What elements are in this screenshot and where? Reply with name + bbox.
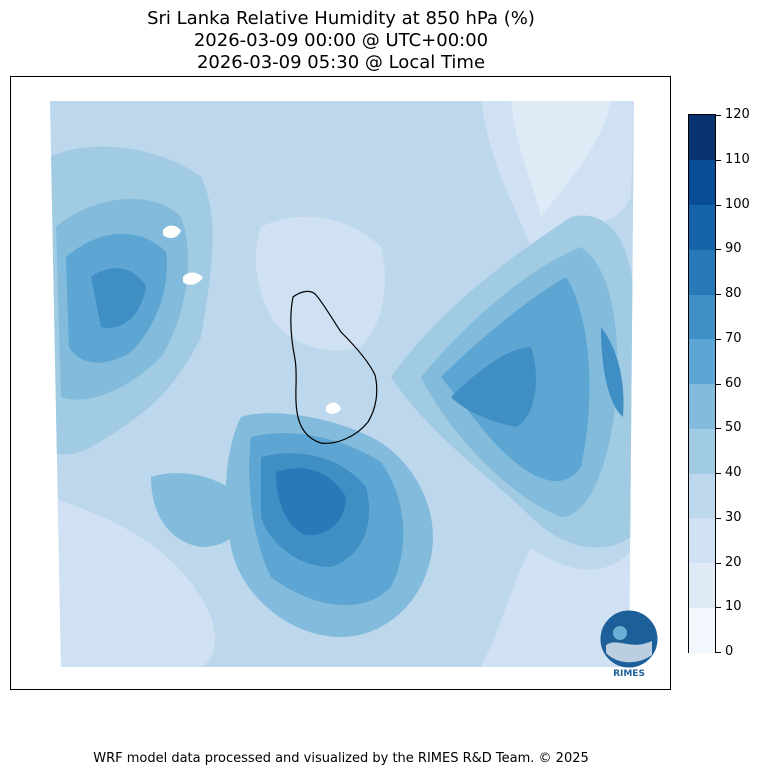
colorbar-tick-label: 30 — [725, 509, 742, 525]
sri-lanka-coastline — [290, 290, 378, 444]
colorbar-tick-label: 40 — [725, 465, 742, 480]
colorbar — [688, 114, 716, 653]
colorbar-segment — [689, 562, 715, 608]
colorbar-segment — [689, 115, 715, 161]
colorbar-tick — [716, 115, 721, 116]
colorbar-tick-label: 50 — [725, 420, 742, 436]
humidity-field — [50, 101, 634, 667]
colorbar-tick-label: 110 — [725, 151, 750, 167]
colorbar-tick-label: 90 — [725, 241, 742, 257]
colorbar-tick — [716, 517, 721, 519]
colorbar-segment — [689, 428, 715, 474]
colorbar-segment — [689, 249, 715, 295]
colorbar-tick-label: 0 — [725, 644, 734, 659]
logo-text: RIMES — [613, 669, 645, 679]
colorbar-tick — [716, 159, 721, 161]
colorbar-tick — [716, 294, 721, 295]
colorbar-tick — [716, 652, 721, 653]
colorbar-tick-label: 10 — [725, 599, 742, 615]
colorbar-segment — [689, 204, 715, 250]
colorbar-tick — [716, 383, 721, 385]
map-panel: RIMES — [10, 76, 671, 690]
colorbar-tick-label: 120 — [725, 107, 750, 122]
colorbar-tick — [716, 204, 721, 206]
footer-credit: WRF model data processed and visualized … — [93, 751, 589, 766]
colorbar-tick — [716, 249, 721, 251]
colorbar-segment — [689, 294, 715, 340]
local-time: 2026-03-09 05:30 @ Local Time — [196, 52, 486, 73]
rimes-logo: RIMES — [598, 609, 660, 679]
colorbar-segment — [689, 338, 715, 384]
colorbar-segment — [689, 159, 715, 205]
colorbar-tick — [716, 607, 721, 609]
colorbar-tick — [716, 562, 721, 564]
colorbar-tick-label: 60 — [725, 375, 742, 391]
colorbar-segment — [689, 473, 715, 519]
colorbar-tick-label: 20 — [725, 554, 742, 570]
colorbar-tick-label: 80 — [725, 286, 742, 301]
map-title: Sri Lanka Relative Humidity at 850 hPa (… — [147, 8, 535, 29]
colorbar-segment — [689, 607, 715, 653]
colorbar-tick-label: 70 — [725, 330, 742, 346]
colorbar-segment — [689, 383, 715, 429]
colorbar-tick — [716, 473, 721, 474]
colorbar-tick-label: 100 — [725, 196, 750, 212]
colorbar-tick — [716, 338, 721, 340]
colorbar-segment — [689, 517, 715, 563]
colorbar-tick — [716, 428, 721, 430]
utc-time: 2026-03-09 00:00 @ UTC+00:00 — [193, 30, 489, 51]
